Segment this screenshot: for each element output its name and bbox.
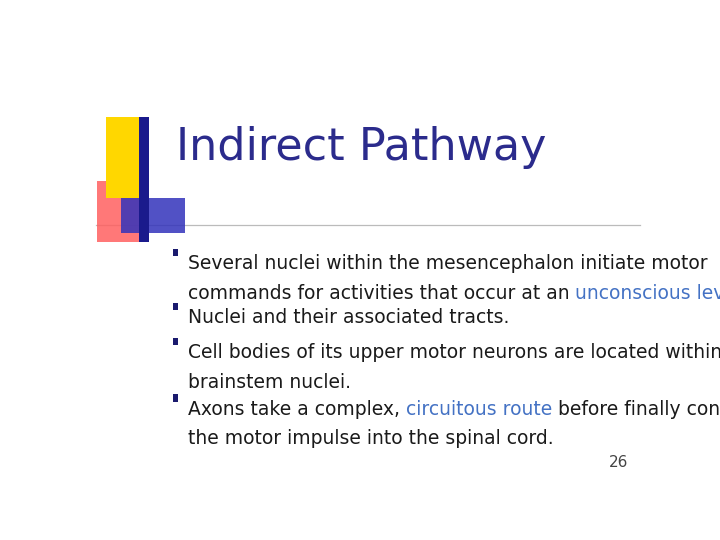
Text: before finally conducting: before finally conducting (552, 400, 720, 419)
Text: 26: 26 (609, 455, 629, 470)
Bar (173, 248, 178, 256)
Text: the motor impulse into the spinal cord.: the motor impulse into the spinal cord. (188, 429, 553, 448)
Text: unconscious level: unconscious level (575, 284, 720, 303)
Text: Axons take a complex,: Axons take a complex, (188, 400, 405, 419)
Text: Cell bodies of its upper motor neurons are located within: Cell bodies of its upper motor neurons a… (188, 343, 720, 362)
Bar (173, 302, 178, 310)
Bar (139, 117, 149, 241)
Text: circuitous route: circuitous route (405, 400, 552, 419)
Text: commands for activities that occur at an: commands for activities that occur at an (188, 284, 575, 303)
Bar (106, 117, 143, 198)
Text: Nuclei and their associated tracts.: Nuclei and their associated tracts. (188, 308, 509, 327)
Text: Indirect Pathway: Indirect Pathway (176, 126, 547, 170)
Text: Several nuclei within the mesencephalon initiate motor: Several nuclei within the mesencephalon … (188, 254, 707, 273)
Bar (173, 338, 178, 346)
Text: brainstem nuclei.: brainstem nuclei. (188, 373, 351, 393)
Bar (121, 198, 185, 233)
Bar (96, 181, 138, 241)
Bar (173, 394, 178, 402)
